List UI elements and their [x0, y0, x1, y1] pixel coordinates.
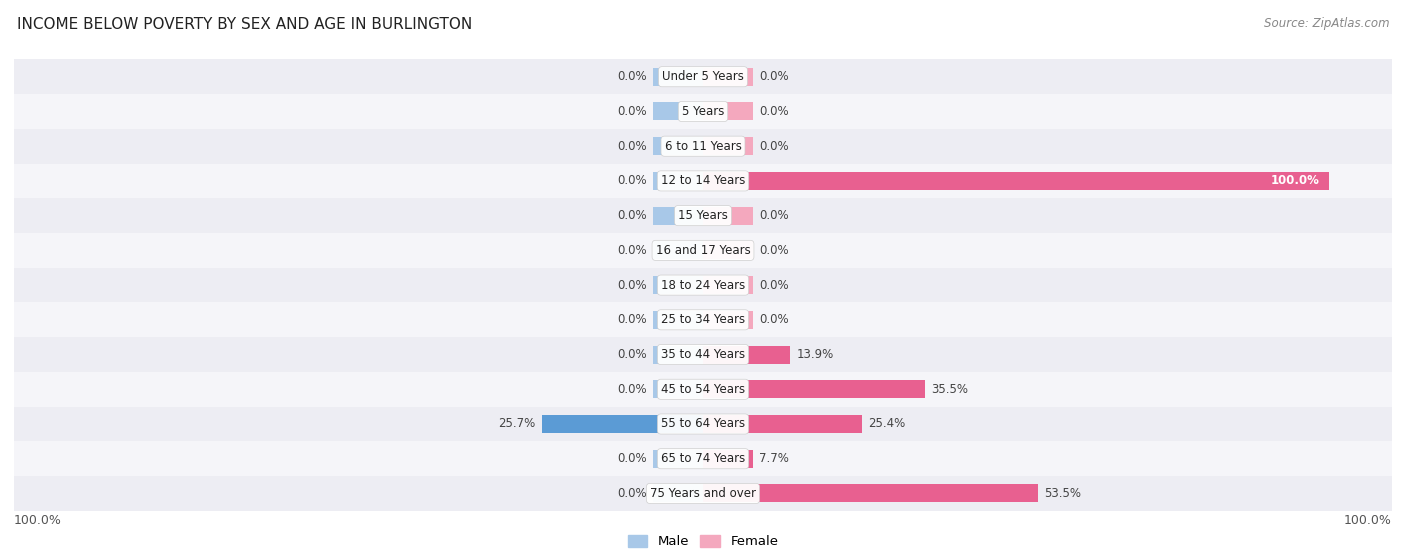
- Text: Under 5 Years: Under 5 Years: [662, 70, 744, 83]
- Bar: [652, 485, 703, 503]
- Bar: [703, 241, 754, 259]
- Bar: [14, 372, 1392, 406]
- Text: 35 to 44 Years: 35 to 44 Years: [661, 348, 745, 361]
- Text: 0.0%: 0.0%: [759, 278, 789, 292]
- Text: 0.0%: 0.0%: [759, 105, 789, 118]
- Bar: [14, 198, 1392, 233]
- Bar: [14, 233, 1392, 268]
- Bar: [14, 476, 1392, 511]
- Text: 45 to 54 Years: 45 to 54 Years: [661, 383, 745, 396]
- Bar: [14, 442, 1392, 476]
- Bar: [652, 102, 703, 121]
- Text: 5 Years: 5 Years: [682, 105, 724, 118]
- Text: 0.0%: 0.0%: [617, 105, 647, 118]
- Text: 18 to 24 Years: 18 to 24 Years: [661, 278, 745, 292]
- Text: 0.0%: 0.0%: [759, 209, 789, 222]
- Bar: [14, 302, 1392, 337]
- Bar: [14, 337, 1392, 372]
- Bar: [652, 345, 703, 363]
- Text: 0.0%: 0.0%: [617, 348, 647, 361]
- Text: 0.0%: 0.0%: [617, 313, 647, 326]
- Text: 7.7%: 7.7%: [759, 452, 789, 465]
- Bar: [652, 449, 703, 468]
- Text: 0.0%: 0.0%: [759, 140, 789, 153]
- Text: 25.7%: 25.7%: [499, 418, 536, 430]
- Bar: [14, 94, 1392, 129]
- Bar: [14, 164, 1392, 198]
- Text: 0.0%: 0.0%: [759, 313, 789, 326]
- Bar: [703, 449, 754, 468]
- Text: 6 to 11 Years: 6 to 11 Years: [665, 140, 741, 153]
- Text: 55 to 64 Years: 55 to 64 Years: [661, 418, 745, 430]
- Bar: [703, 380, 925, 399]
- Bar: [652, 311, 703, 329]
- Bar: [703, 207, 754, 225]
- Text: 0.0%: 0.0%: [617, 383, 647, 396]
- Text: 35.5%: 35.5%: [932, 383, 969, 396]
- Text: 0.0%: 0.0%: [759, 244, 789, 257]
- Text: 0.0%: 0.0%: [617, 174, 647, 187]
- Text: 25.4%: 25.4%: [869, 418, 905, 430]
- Text: 16 and 17 Years: 16 and 17 Years: [655, 244, 751, 257]
- Bar: [652, 241, 703, 259]
- Bar: [14, 268, 1392, 302]
- Text: 53.5%: 53.5%: [1045, 487, 1081, 500]
- Bar: [703, 102, 754, 121]
- Bar: [703, 415, 862, 433]
- Text: 75 Years and over: 75 Years and over: [650, 487, 756, 500]
- Bar: [703, 276, 754, 294]
- Bar: [703, 345, 790, 363]
- Text: INCOME BELOW POVERTY BY SEX AND AGE IN BURLINGTON: INCOME BELOW POVERTY BY SEX AND AGE IN B…: [17, 17, 472, 32]
- Bar: [703, 68, 754, 86]
- Bar: [652, 380, 703, 399]
- Bar: [652, 68, 703, 86]
- Text: 65 to 74 Years: 65 to 74 Years: [661, 452, 745, 465]
- Text: 0.0%: 0.0%: [617, 278, 647, 292]
- Text: 100.0%: 100.0%: [1344, 514, 1392, 527]
- Bar: [652, 172, 703, 190]
- Bar: [703, 172, 1329, 190]
- Text: 0.0%: 0.0%: [617, 70, 647, 83]
- Bar: [14, 406, 1392, 442]
- Text: 0.0%: 0.0%: [617, 452, 647, 465]
- Text: 100.0%: 100.0%: [1271, 174, 1320, 187]
- Bar: [652, 137, 703, 155]
- Text: 100.0%: 100.0%: [14, 514, 62, 527]
- Bar: [543, 415, 703, 433]
- Bar: [14, 129, 1392, 164]
- Text: 0.0%: 0.0%: [617, 209, 647, 222]
- Text: 0.0%: 0.0%: [617, 244, 647, 257]
- Text: 0.0%: 0.0%: [617, 487, 647, 500]
- Text: Source: ZipAtlas.com: Source: ZipAtlas.com: [1264, 17, 1389, 30]
- Text: 0.0%: 0.0%: [617, 140, 647, 153]
- Text: 12 to 14 Years: 12 to 14 Years: [661, 174, 745, 187]
- Text: 0.0%: 0.0%: [759, 70, 789, 83]
- Text: 25 to 34 Years: 25 to 34 Years: [661, 313, 745, 326]
- Bar: [652, 207, 703, 225]
- Bar: [703, 137, 754, 155]
- Bar: [703, 485, 1038, 503]
- Legend: Male, Female: Male, Female: [623, 529, 783, 553]
- Bar: [14, 59, 1392, 94]
- Bar: [703, 311, 754, 329]
- Bar: [652, 276, 703, 294]
- Text: 13.9%: 13.9%: [796, 348, 834, 361]
- Text: 15 Years: 15 Years: [678, 209, 728, 222]
